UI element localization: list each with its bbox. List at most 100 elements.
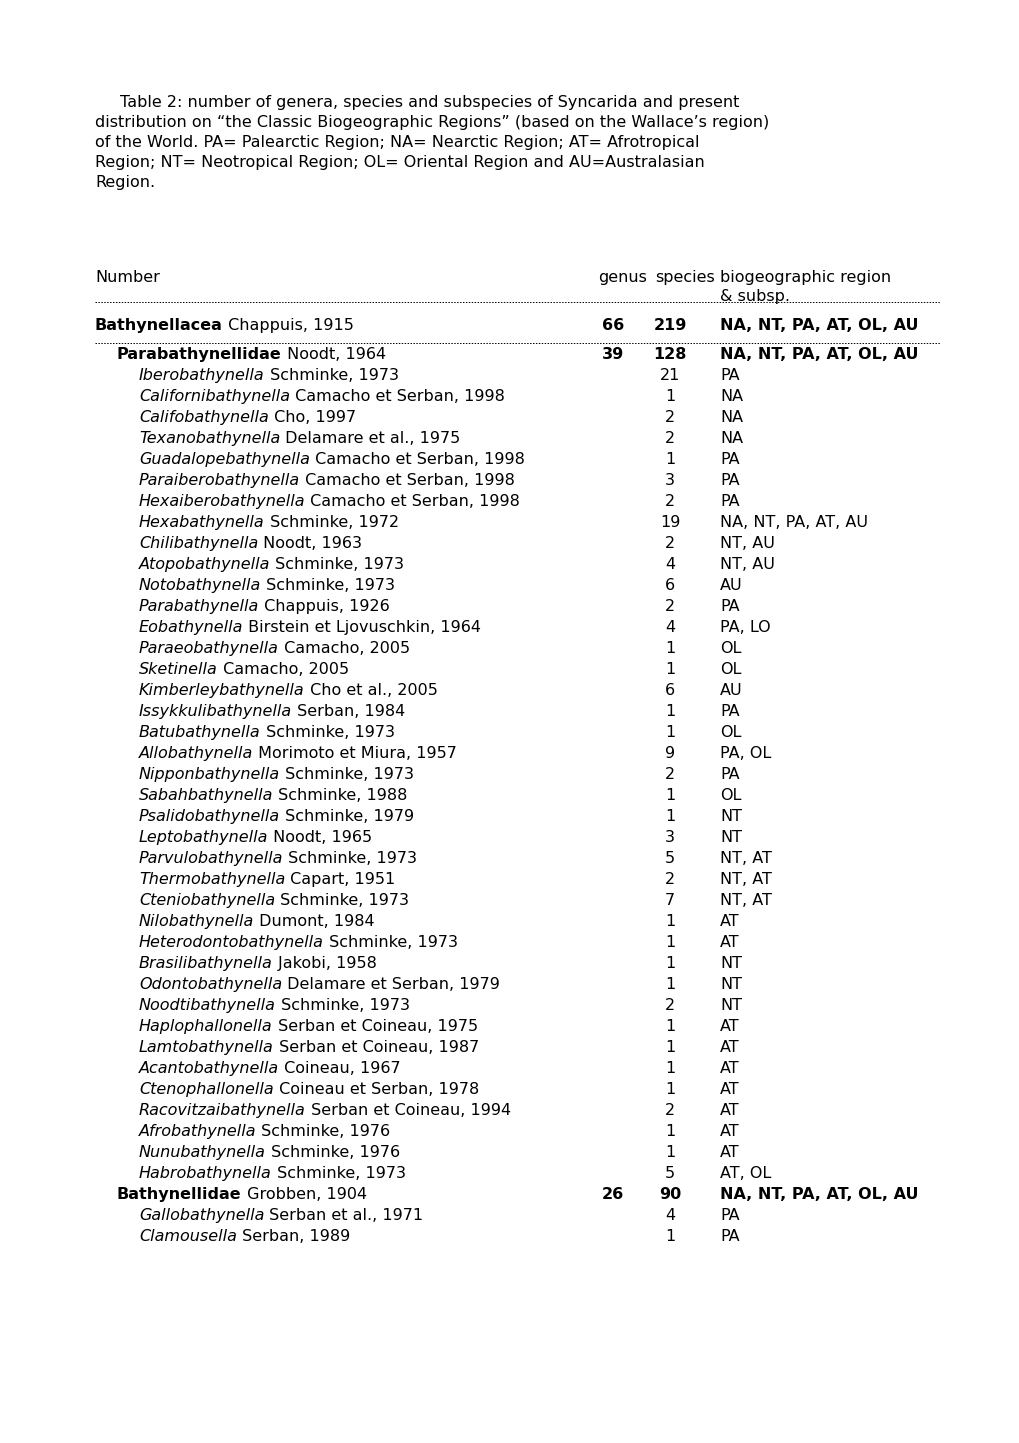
Text: Capart, 1951: Capart, 1951	[285, 872, 395, 887]
Text: Schminke, 1973: Schminke, 1973	[261, 579, 395, 593]
Text: Nipponbathynella: Nipponbathynella	[139, 768, 280, 782]
Text: 39: 39	[601, 346, 624, 362]
Text: PA: PA	[719, 1208, 739, 1224]
Text: 1: 1	[664, 977, 675, 991]
Text: PA, LO: PA, LO	[719, 620, 770, 635]
Text: Leptobathynella: Leptobathynella	[139, 830, 268, 846]
Text: Parabathynellidae: Parabathynellidae	[117, 346, 281, 362]
Text: 2: 2	[664, 431, 675, 446]
Text: Noodtibathynella: Noodtibathynella	[139, 999, 275, 1013]
Text: 7: 7	[664, 893, 675, 908]
Text: Cteniobathynella: Cteniobathynella	[139, 893, 275, 908]
Text: Camacho et Serban, 1998: Camacho et Serban, 1998	[300, 473, 515, 488]
Text: 2: 2	[664, 494, 675, 509]
Text: 1: 1	[664, 662, 675, 677]
Text: Odontobathynella: Odontobathynella	[139, 977, 282, 991]
Text: AT, OL: AT, OL	[719, 1166, 770, 1180]
Text: Ctenophallonella: Ctenophallonella	[139, 1082, 273, 1097]
Text: AU: AU	[719, 683, 742, 698]
Text: Parvulobathynella: Parvulobathynella	[139, 851, 283, 866]
Text: 1: 1	[664, 641, 675, 657]
Text: NA: NA	[719, 390, 743, 404]
Text: NT, AT: NT, AT	[719, 851, 771, 866]
Text: NT: NT	[719, 830, 741, 846]
Text: Nilobathynella: Nilobathynella	[139, 913, 254, 929]
Text: Nunubathynella: Nunubathynella	[139, 1144, 266, 1160]
Text: 66: 66	[601, 317, 624, 333]
Text: 1: 1	[664, 1144, 675, 1160]
Text: AT: AT	[719, 913, 739, 929]
Text: 1: 1	[664, 913, 675, 929]
Text: NA, NT, PA, AT, OL, AU: NA, NT, PA, AT, OL, AU	[719, 317, 917, 333]
Text: Batubathynella: Batubathynella	[139, 724, 261, 740]
Text: Psalidobathynella: Psalidobathynella	[139, 810, 280, 824]
Text: PA: PA	[719, 473, 739, 488]
Text: Habrobathynella: Habrobathynella	[139, 1166, 271, 1180]
Text: Schminke, 1979: Schminke, 1979	[280, 810, 414, 824]
Text: Morimoto et Miura, 1957: Morimoto et Miura, 1957	[253, 746, 457, 760]
Text: Lamtobathynella: Lamtobathynella	[139, 1040, 273, 1055]
Text: Kimberleybathynella: Kimberleybathynella	[139, 683, 305, 698]
Text: Clamousella: Clamousella	[139, 1229, 236, 1244]
Text: 1: 1	[664, 810, 675, 824]
Text: PA: PA	[719, 768, 739, 782]
Text: Hexaiberobathynella: Hexaiberobathynella	[139, 494, 306, 509]
Text: Serban, 1989: Serban, 1989	[236, 1229, 350, 1244]
Text: Coineau et Serban, 1978: Coineau et Serban, 1978	[273, 1082, 478, 1097]
Text: Camacho, 2005: Camacho, 2005	[217, 662, 348, 677]
Text: Haplophallonella: Haplophallonella	[139, 1019, 272, 1035]
Text: PA: PA	[719, 599, 739, 615]
Text: Sabahbathynella: Sabahbathynella	[139, 788, 273, 802]
Text: Grobben, 1904: Grobben, 1904	[242, 1188, 367, 1202]
Text: Schminke, 1973: Schminke, 1973	[275, 893, 409, 908]
Text: 1: 1	[664, 1061, 675, 1076]
Text: NT: NT	[719, 957, 741, 971]
Text: 6: 6	[664, 579, 675, 593]
Text: Bathynellidae: Bathynellidae	[117, 1188, 242, 1202]
Text: NT, AU: NT, AU	[719, 535, 774, 551]
Text: 5: 5	[664, 1166, 675, 1180]
Text: Coineau, 1967: Coineau, 1967	[279, 1061, 400, 1076]
Text: AU: AU	[719, 579, 742, 593]
Text: 3: 3	[664, 473, 675, 488]
Text: 2: 2	[664, 410, 675, 426]
Text: NT: NT	[719, 810, 741, 824]
Text: 21: 21	[659, 368, 680, 382]
Text: 3: 3	[664, 830, 675, 846]
Text: Serban et Coineau, 1994: Serban et Coineau, 1994	[306, 1102, 511, 1118]
Text: Dumont, 1984: Dumont, 1984	[254, 913, 375, 929]
Text: PA: PA	[719, 1229, 739, 1244]
Text: Noodt, 1964: Noodt, 1964	[281, 346, 385, 362]
Text: Atopobathynella: Atopobathynella	[139, 557, 270, 571]
Text: Paraiberobathynella: Paraiberobathynella	[139, 473, 300, 488]
Text: 26: 26	[601, 1188, 624, 1202]
Text: NA, NT, PA, AT, OL, AU: NA, NT, PA, AT, OL, AU	[719, 346, 917, 362]
Text: Chappuis, 1926: Chappuis, 1926	[259, 599, 389, 615]
Text: 2: 2	[664, 535, 675, 551]
Text: Californibathynella: Californibathynella	[139, 390, 289, 404]
Text: NT: NT	[719, 977, 741, 991]
Text: Sketinella: Sketinella	[139, 662, 217, 677]
Text: Afrobathynella: Afrobathynella	[139, 1124, 256, 1139]
Text: Noodt, 1963: Noodt, 1963	[258, 535, 362, 551]
Text: NA: NA	[719, 431, 743, 446]
Text: PA: PA	[719, 452, 739, 468]
Text: Thermobathynella: Thermobathynella	[139, 872, 285, 887]
Text: 1: 1	[664, 704, 675, 719]
Text: 2: 2	[664, 872, 675, 887]
Text: 9: 9	[664, 746, 675, 760]
Text: 1: 1	[664, 1019, 675, 1035]
Text: species: species	[654, 270, 714, 286]
Text: NT, AT: NT, AT	[719, 893, 771, 908]
Text: Camacho et Serban, 1998: Camacho et Serban, 1998	[310, 452, 524, 468]
Text: Camacho, 2005: Camacho, 2005	[278, 641, 410, 657]
Text: genus: genus	[597, 270, 646, 286]
Text: NA: NA	[719, 410, 743, 426]
Text: Texanobathynella: Texanobathynella	[139, 431, 280, 446]
Text: Heterodontobathynella: Heterodontobathynella	[139, 935, 324, 949]
Text: NT, AT: NT, AT	[719, 872, 771, 887]
Text: Schminke, 1973: Schminke, 1973	[264, 368, 398, 382]
Text: PA, OL: PA, OL	[719, 746, 770, 760]
Text: Schminke, 1976: Schminke, 1976	[266, 1144, 399, 1160]
Text: Schminke, 1973: Schminke, 1973	[280, 768, 414, 782]
